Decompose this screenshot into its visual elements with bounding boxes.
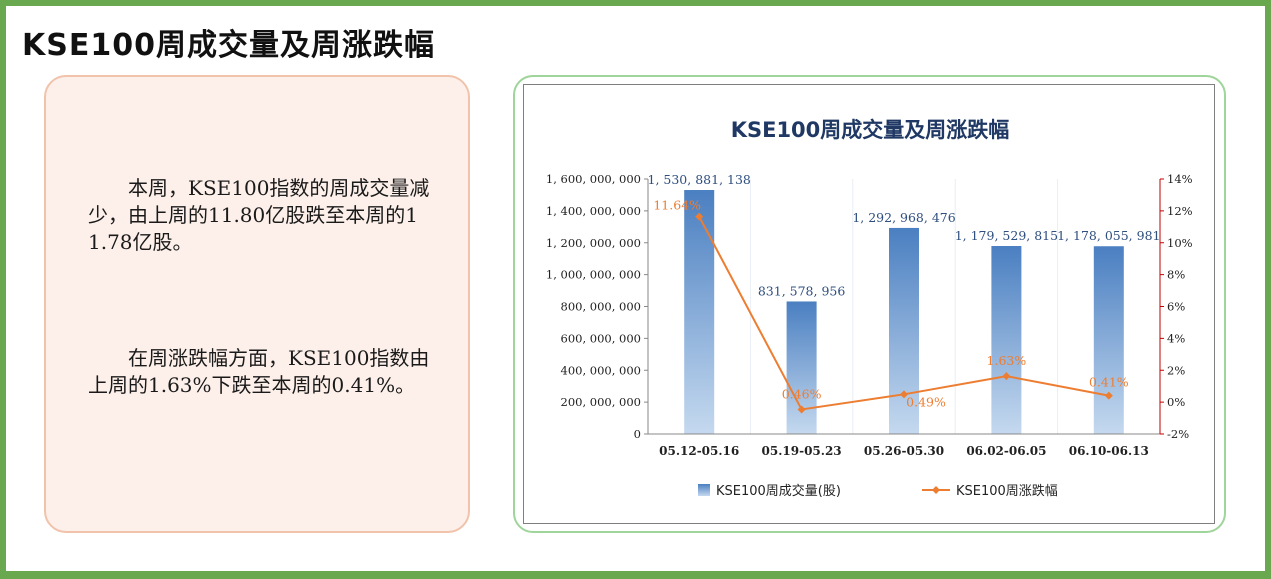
right-tick-label: 12%	[1167, 204, 1193, 218]
volume-bar	[889, 227, 919, 434]
right-tick-label: 0%	[1167, 395, 1185, 409]
left-tick-label: 200, 000, 000	[561, 395, 641, 409]
chart-title: KSE100周成交量及周涨跌幅	[731, 118, 1010, 142]
x-tick-label: 05.26-05.30	[864, 444, 944, 458]
change-data-label: 0.41%	[1089, 375, 1129, 390]
x-tick-label: 05.19-05.23	[762, 444, 842, 458]
volume-data-label: 1, 530, 881, 138	[648, 172, 751, 187]
left-tick-label: 1, 600, 000, 000	[546, 172, 641, 186]
left-tick-label: 1, 400, 000, 000	[546, 204, 641, 218]
volume-bar	[684, 190, 715, 434]
right-tick-label: -2%	[1167, 427, 1189, 441]
left-tick-label: 1, 000, 000, 000	[546, 268, 641, 282]
right-tick-label: 6%	[1167, 300, 1185, 314]
text-panel: 本周，KSE100指数的周成交量减少，由上周的11.80亿股跌至本周的11.78…	[44, 75, 470, 533]
change-point	[900, 390, 908, 399]
left-tick-label: 0	[634, 427, 641, 441]
change-data-label: 0.46%	[782, 386, 822, 401]
change-data-label: 1.63%	[987, 353, 1027, 368]
change-point	[797, 405, 806, 414]
right-tick-label: 2%	[1167, 363, 1185, 377]
volume-bar	[991, 246, 1022, 434]
volume-data-label: 1, 292, 968, 476	[852, 210, 955, 225]
right-tick-label: 14%	[1167, 172, 1193, 186]
left-tick-label: 600, 000, 000	[561, 331, 641, 345]
page-title: KSE100周成交量及周涨跌幅	[22, 28, 435, 63]
combo-chart: KSE100周成交量及周涨跌幅 0 200, 000, 000 400, 000, …	[546, 118, 1193, 499]
volume-data-label: 831, 578, 956	[758, 283, 846, 298]
change-paragraph: 在周涨跌幅方面，KSE100指数由上周的1.63%下跌至本周的0.41%。	[88, 346, 430, 397]
x-tick-label: 06.02-06.05	[966, 444, 1046, 458]
right-tick-label: 10%	[1167, 236, 1193, 250]
left-tick-label: 1, 200, 000, 000	[546, 236, 641, 250]
change-data-label: 11.64%	[653, 198, 701, 213]
change-point	[1002, 372, 1011, 381]
left-tick-label: 800, 000, 000	[561, 300, 641, 314]
change-point	[695, 212, 704, 221]
chart-area: KSE100周成交量及周涨跌幅 0 200, 000, 000 400, 000, …	[523, 84, 1215, 524]
volume-data-label: 1, 178, 055, 981	[1057, 228, 1160, 243]
legend-volume-swatch	[698, 484, 710, 496]
right-tick-label: 8%	[1167, 268, 1185, 282]
change-point	[1104, 391, 1113, 400]
left-tick-label: 400, 000, 000	[561, 363, 641, 377]
right-tick-label: 4%	[1167, 331, 1185, 345]
legend-change-marker	[932, 486, 940, 494]
volume-data-label: 1, 179, 529, 815	[955, 228, 1058, 243]
change-data-label: 0.49%	[906, 394, 946, 409]
legend-volume-label: KSE100周成交量(股)	[716, 483, 841, 499]
volume-paragraph: 本周，KSE100指数的周成交量减少，由上周的11.80亿股跌至本周的11.78…	[88, 176, 430, 254]
volume-bar	[1093, 246, 1124, 434]
legend-change-label: KSE100周涨跌幅	[956, 483, 1058, 499]
x-tick-label: 05.12-05.16	[659, 444, 739, 458]
x-tick-label: 06.10-06.13	[1069, 444, 1149, 458]
volume-bar	[786, 301, 817, 434]
